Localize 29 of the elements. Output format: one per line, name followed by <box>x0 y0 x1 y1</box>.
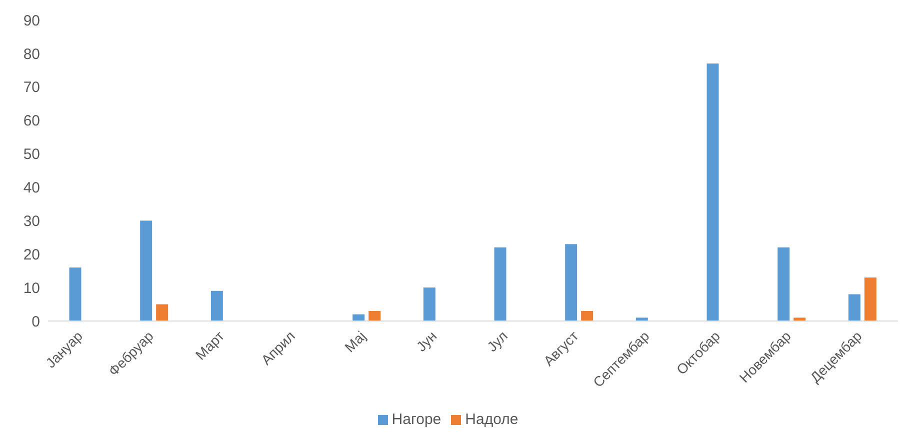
y-tick-label: 20 <box>23 246 40 264</box>
y-tick-label: 70 <box>23 79 40 96</box>
bar <box>565 244 578 321</box>
bar <box>494 247 506 321</box>
x-tick-label: Мај <box>341 328 369 356</box>
legend-label: Надоле <box>465 411 518 428</box>
bar <box>581 310 594 321</box>
x-tick-label: Јул <box>484 328 511 355</box>
y-tick-label: 30 <box>23 212 40 230</box>
y-tick-label: 40 <box>23 180 40 197</box>
bar <box>864 278 876 321</box>
bar <box>352 314 365 321</box>
y-tick-label: 80 <box>23 46 40 63</box>
y-tick-label: 60 <box>23 112 40 130</box>
bar <box>210 290 223 321</box>
bar <box>778 247 790 321</box>
bar <box>706 63 719 321</box>
bar <box>848 294 860 321</box>
y-tick-label: 90 <box>23 12 40 30</box>
bar <box>156 304 168 321</box>
y-tick-label: 50 <box>23 146 40 164</box>
y-tick-label: 10 <box>23 280 40 297</box>
x-tick-label: Јун <box>413 328 440 354</box>
y-tick-label: 0 <box>32 313 40 330</box>
bar <box>69 267 82 321</box>
bar <box>140 220 152 321</box>
bar <box>368 310 381 321</box>
legend-label: Нагоре <box>392 411 442 428</box>
bar <box>423 288 436 321</box>
